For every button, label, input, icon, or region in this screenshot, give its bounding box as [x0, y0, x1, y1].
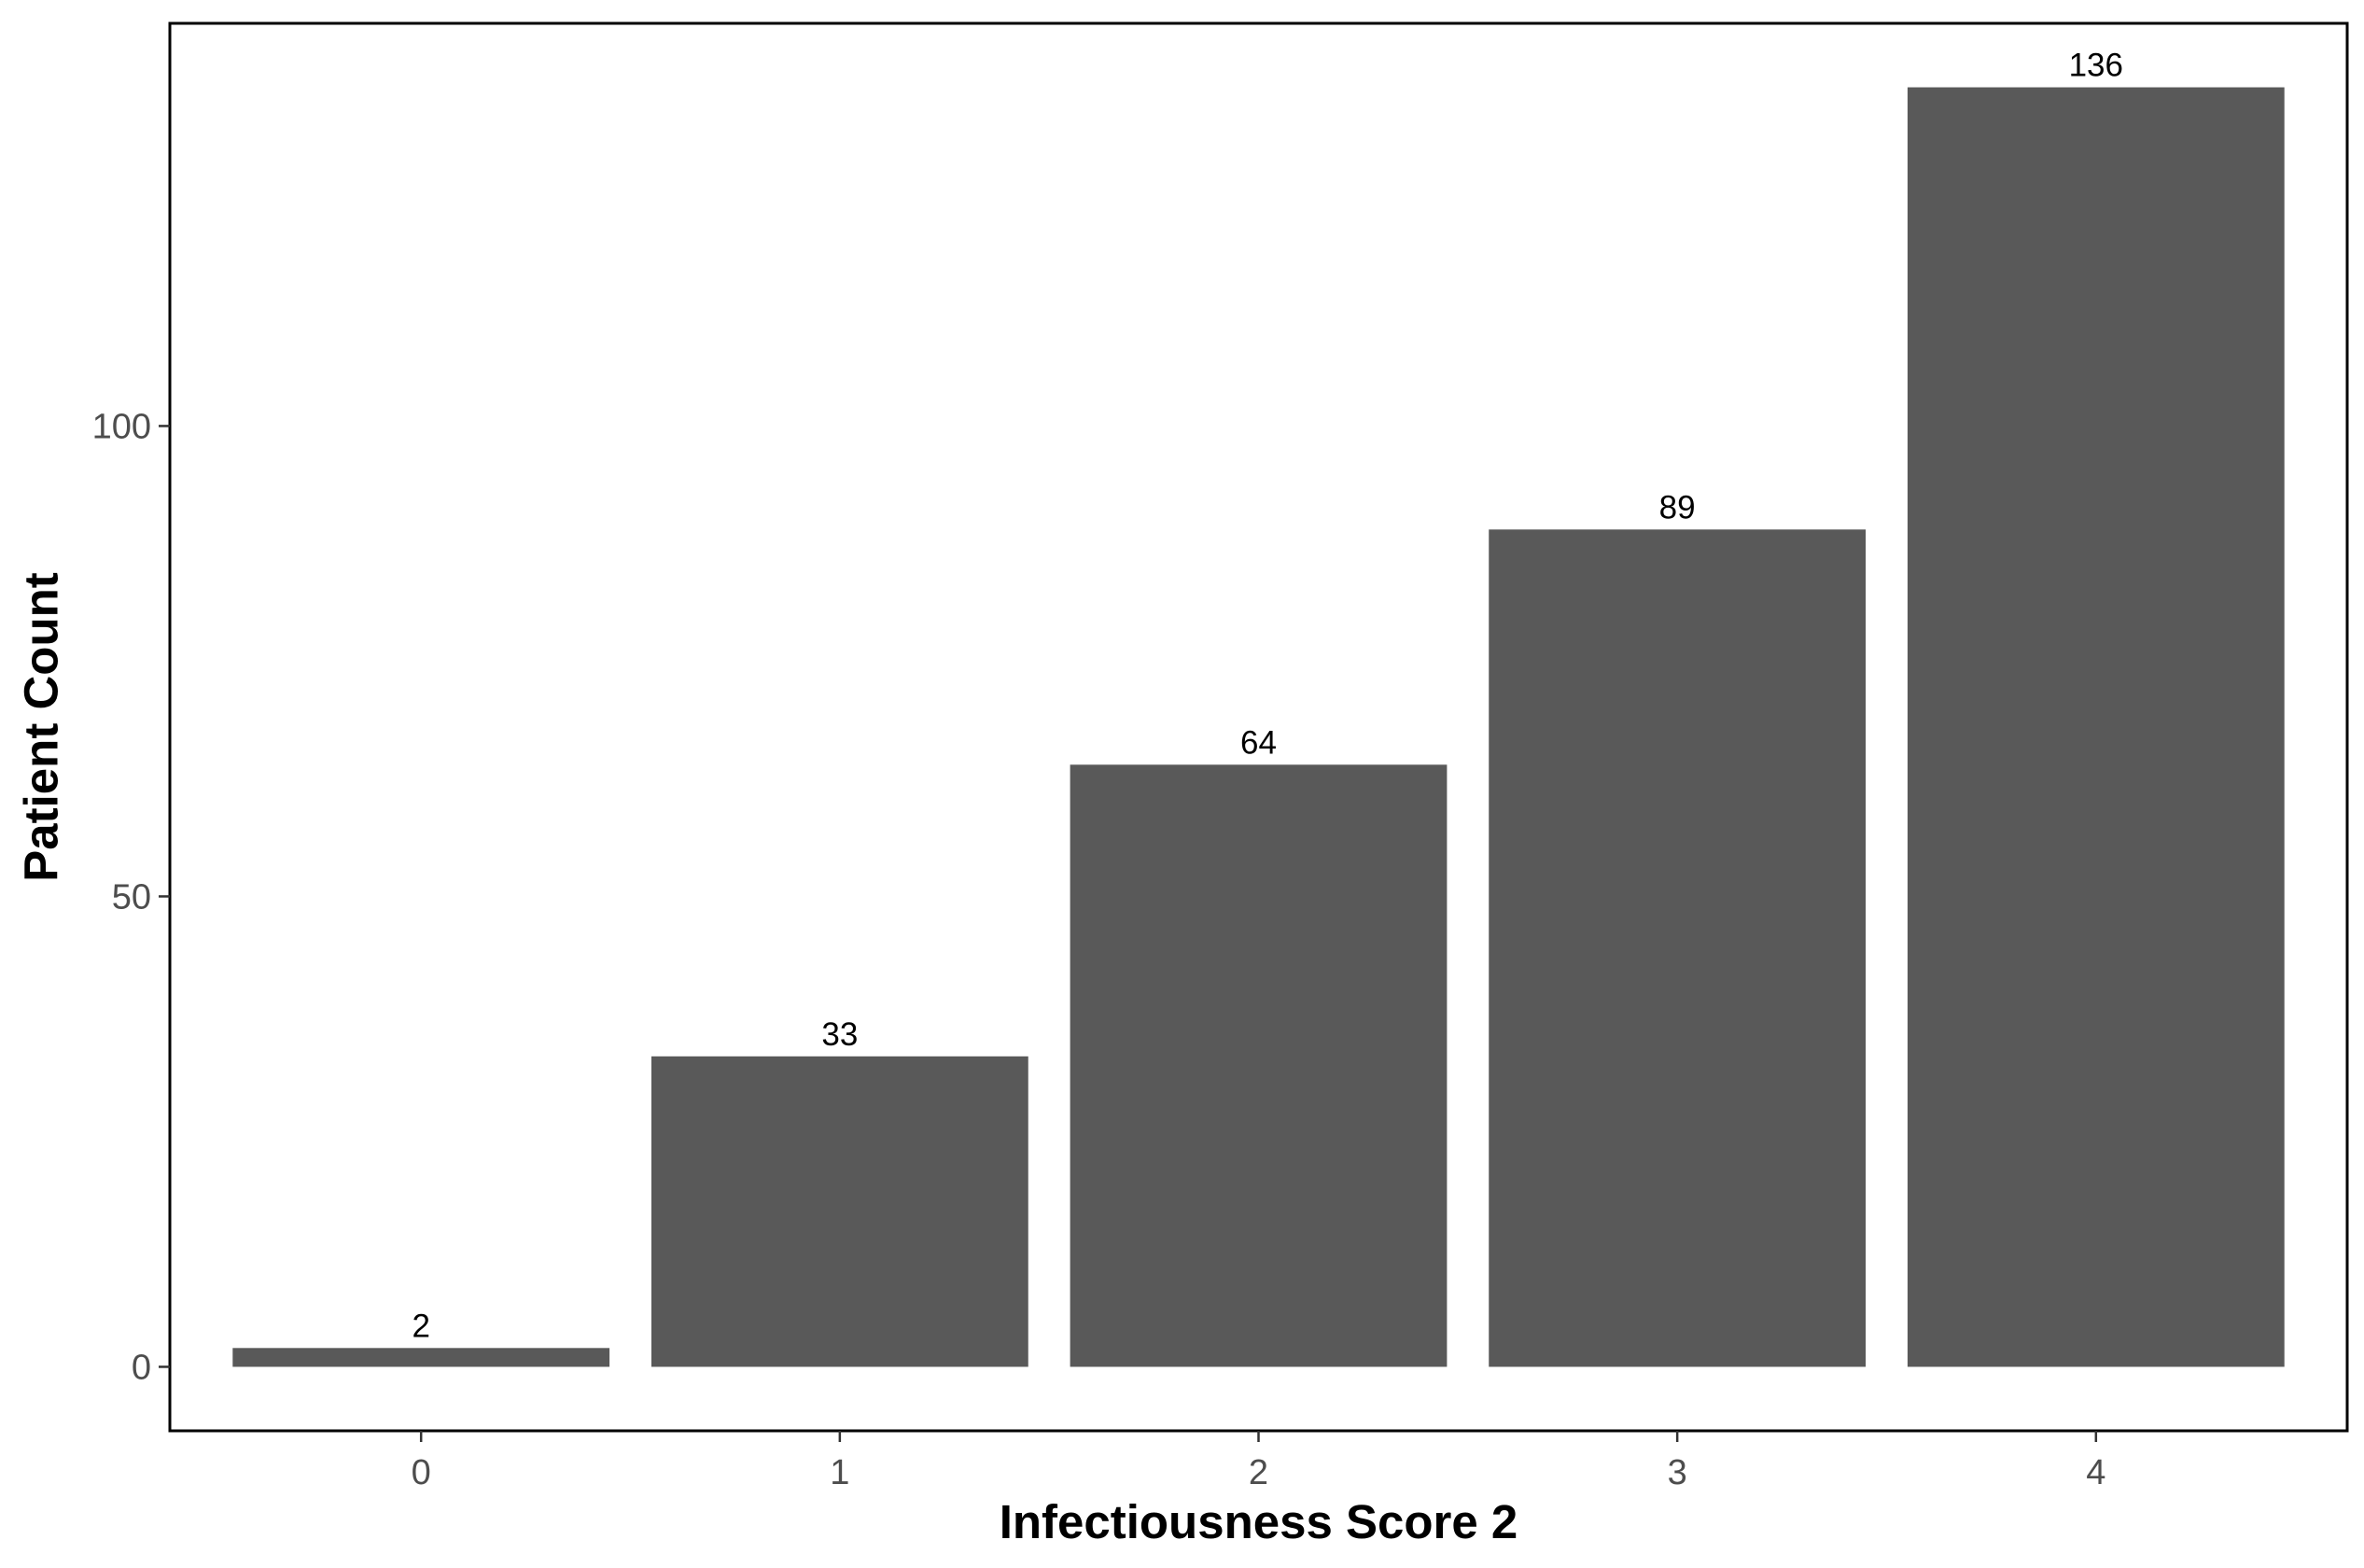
x-tick-label-1: 1 — [830, 1453, 849, 1492]
data-label-3: 89 — [1659, 489, 1696, 525]
data-labels-layer: 2 33 64 89 136 — [412, 48, 2123, 1345]
x-tick-label-4: 4 — [2086, 1453, 2105, 1492]
data-label-1: 33 — [821, 1016, 858, 1053]
x-tick-label-3: 3 — [1668, 1453, 1687, 1492]
bar-4 — [1907, 87, 2285, 1367]
bar-2 — [1070, 764, 1448, 1367]
y-tick-label-50: 50 — [112, 877, 151, 917]
data-label-0: 2 — [412, 1308, 429, 1344]
y-axis-title: Patient Count — [14, 572, 67, 881]
bar-3 — [1489, 529, 1867, 1367]
bars-layer — [232, 87, 2285, 1367]
y-axis: 0 50 100 — [92, 407, 170, 1387]
y-tick-label-100: 100 — [92, 407, 151, 446]
data-label-2: 64 — [1240, 724, 1277, 761]
bar-1 — [650, 1056, 1028, 1367]
data-label-4: 136 — [2069, 48, 2123, 84]
x-axis: 0 1 2 3 4 — [412, 1431, 2105, 1492]
y-tick-label-0: 0 — [132, 1348, 151, 1387]
x-tick-label-0: 0 — [412, 1453, 431, 1492]
x-tick-label-2: 2 — [1249, 1453, 1268, 1492]
x-axis-title: Infectiousness Score 2 — [1000, 1495, 1518, 1548]
bar-0 — [232, 1348, 610, 1367]
